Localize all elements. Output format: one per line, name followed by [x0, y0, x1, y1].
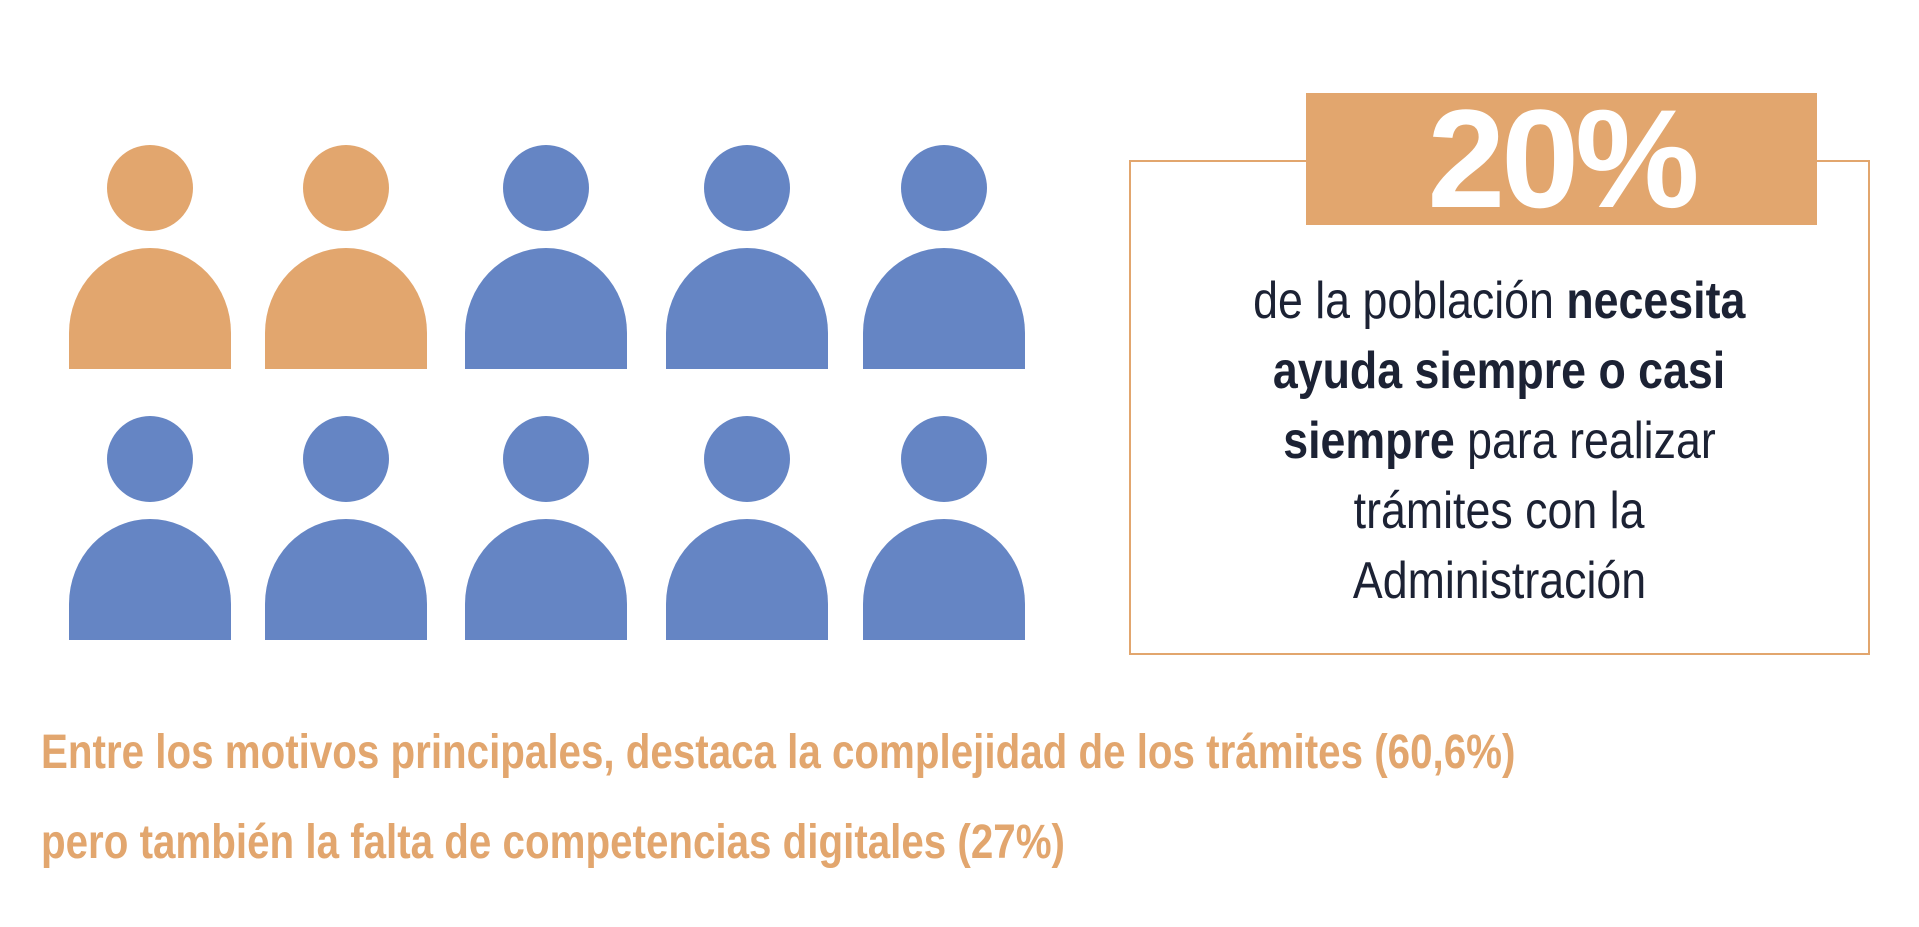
- person-body: [265, 519, 427, 640]
- person-head: [503, 145, 589, 231]
- person-icon: [265, 416, 427, 641]
- desc-line: de la población necesita: [1253, 266, 1745, 336]
- person-body: [465, 248, 627, 369]
- desc-bold: ayuda siempre o casi: [1273, 342, 1726, 400]
- stat-badge: 20%: [1306, 89, 1817, 229]
- person-head: [901, 145, 987, 231]
- person-icon: [69, 145, 231, 370]
- person-icon: [863, 145, 1025, 370]
- person-head: [303, 416, 389, 502]
- person-body: [265, 248, 427, 369]
- person-icon: [69, 416, 231, 641]
- stat-description: de la población necesita ayuda siempre o…: [1131, 266, 1868, 616]
- desc-text: de la población: [1253, 272, 1567, 330]
- person-body: [69, 248, 231, 369]
- person-body: [465, 519, 627, 640]
- person-icon: [666, 145, 828, 370]
- desc-text: Administración: [1352, 552, 1647, 610]
- person-icon: [265, 145, 427, 370]
- person-body: [666, 248, 828, 369]
- person-icon: [666, 416, 828, 641]
- person-head: [704, 416, 790, 502]
- person-head: [303, 145, 389, 231]
- person-body: [666, 519, 828, 640]
- stat-value: 20%: [1427, 80, 1699, 237]
- footer-line: Entre los motivos principales, destaca l…: [41, 726, 1516, 779]
- person-body: [863, 248, 1025, 369]
- desc-line: ayuda siempre o casi: [1273, 336, 1725, 406]
- person-head: [107, 145, 193, 231]
- footer-line: pero también la falta de competencias di…: [41, 816, 1065, 869]
- desc-text: para realizar: [1454, 412, 1716, 470]
- person-icon: [465, 145, 627, 370]
- desc-bold: necesita: [1566, 272, 1746, 330]
- desc-line: siempre para realizar: [1283, 406, 1716, 476]
- person-icon: [863, 416, 1025, 641]
- desc-bold: siempre: [1283, 412, 1455, 470]
- person-icon: [465, 416, 627, 641]
- person-head: [503, 416, 589, 502]
- person-head: [704, 145, 790, 231]
- person-head: [107, 416, 193, 502]
- person-body: [69, 519, 231, 640]
- desc-text: trámites con la: [1354, 482, 1645, 540]
- footer-note: Entre los motivos principales, destaca l…: [41, 708, 1796, 888]
- person-body: [863, 519, 1025, 640]
- person-head: [901, 416, 987, 502]
